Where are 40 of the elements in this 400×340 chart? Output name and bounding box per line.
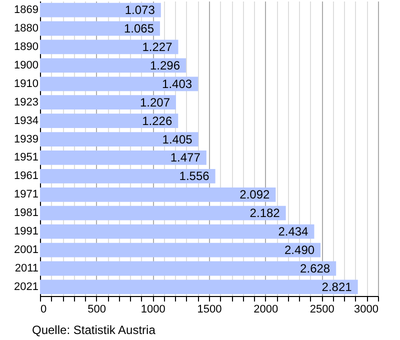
x-tick-label: 2000 bbox=[254, 304, 278, 316]
data-label: 2.092 bbox=[240, 188, 270, 202]
y-tick-label: 1900 bbox=[14, 59, 38, 72]
data-label: 1.065 bbox=[124, 22, 154, 36]
y-tick-label: 1961 bbox=[14, 170, 38, 182]
x-tick-label: 1500 bbox=[197, 304, 222, 316]
y-tick-label: 1934 bbox=[14, 114, 38, 127]
data-label: 1.073 bbox=[124, 3, 156, 18]
x-tick-label: 0 bbox=[40, 304, 47, 316]
data-label: 2.628 bbox=[300, 261, 330, 276]
y-tick-label: 1951 bbox=[14, 152, 38, 164]
data-label: 1.226 bbox=[142, 114, 172, 128]
x-tick-label: 1000 bbox=[140, 304, 166, 316]
y-tick-label: 1880 bbox=[14, 22, 38, 35]
data-label: 2.182 bbox=[250, 206, 280, 220]
y-tick-label: 1923 bbox=[14, 96, 38, 108]
y-tick-label: 1869 bbox=[14, 4, 38, 16]
y-tick-label: 1971 bbox=[14, 188, 38, 201]
data-label: 2.434 bbox=[278, 224, 309, 239]
y-tick-label: 2021 bbox=[14, 280, 38, 293]
data-label: 1.403 bbox=[162, 76, 192, 91]
y-tick-label: 1981 bbox=[14, 207, 38, 220]
x-tick-label: 2500 bbox=[310, 304, 334, 316]
data-label: 1.556 bbox=[179, 169, 210, 184]
y-tick-label: 2011 bbox=[14, 262, 38, 274]
y-tick-label: 1890 bbox=[14, 40, 38, 53]
y-tick-label: 1910 bbox=[14, 78, 38, 90]
y-tick-label: 1991 bbox=[14, 226, 38, 238]
data-label: 1.477 bbox=[170, 150, 201, 165]
data-label: 1.227 bbox=[142, 40, 173, 54]
y-tick-label: 1939 bbox=[14, 133, 38, 146]
data-label: 1.405 bbox=[162, 132, 193, 146]
data-label: 1.296 bbox=[150, 58, 180, 72]
data-label: 2.490 bbox=[284, 243, 315, 258]
x-tick-label: 500 bbox=[88, 304, 106, 316]
data-label: 2.821 bbox=[322, 280, 352, 294]
y-tick-label: 2001 bbox=[14, 244, 38, 256]
source-note: Quelle: Statistik Austria bbox=[32, 323, 156, 337]
data-label: 1.207 bbox=[140, 95, 170, 110]
x-tick-label: 3000 bbox=[354, 304, 378, 316]
